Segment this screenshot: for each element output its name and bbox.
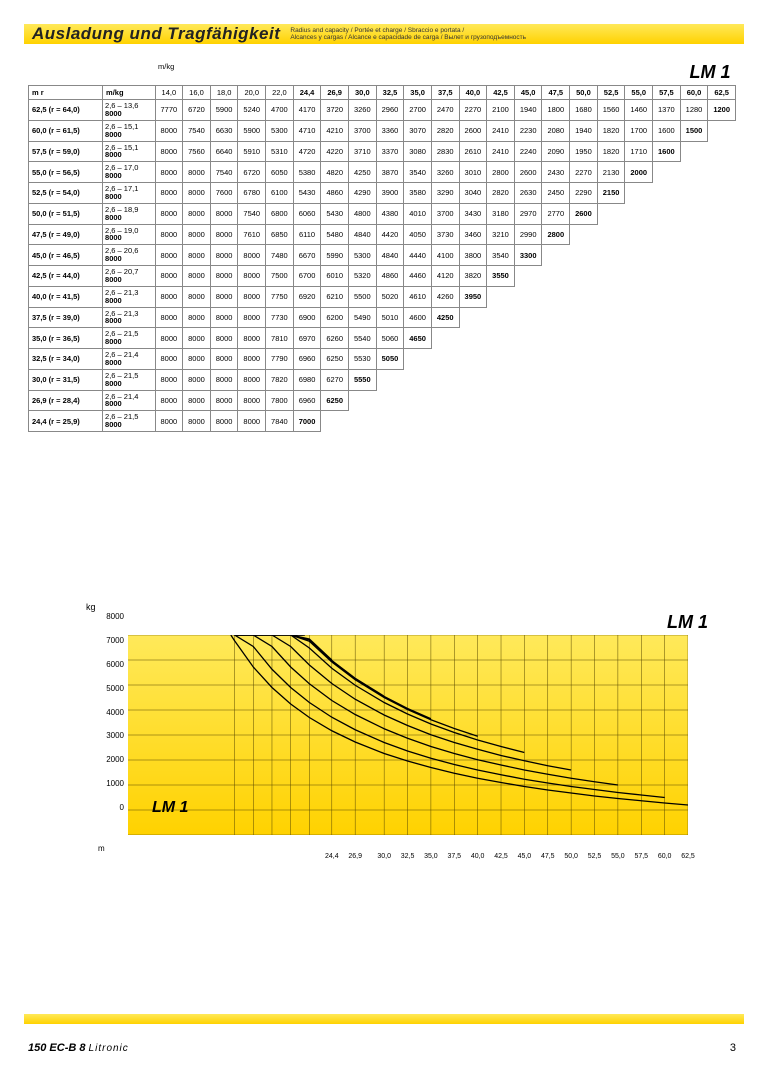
- page-subtitle: Radius and capacity / Portée et charge /…: [290, 27, 526, 41]
- x-axis-unit: m: [98, 844, 105, 853]
- chart-lm1-label: LM 1: [128, 612, 708, 633]
- page-title: Ausladung und Tragfähigkeit: [32, 24, 280, 44]
- brand-label: Litronic: [89, 1043, 129, 1054]
- content: m/kg LM 1m rm/kg14,016,018,020,022,024,4…: [28, 60, 736, 432]
- footer: 150 EC-B 8 Litronic 3: [28, 1042, 736, 1054]
- chart-lm1-inside: LM 1: [152, 799, 188, 817]
- footer-bar: [24, 1014, 744, 1024]
- chart-area: LM 1 kg 80007000600050004000300020001000…: [128, 612, 708, 835]
- y-ticks: 800070006000500040003000200010000: [98, 612, 124, 812]
- footer-left: 150 EC-B 8 Litronic: [28, 1042, 129, 1054]
- capacity-table: m/kg LM 1m rm/kg14,016,018,020,022,024,4…: [28, 60, 736, 432]
- y-axis-unit: kg: [86, 602, 96, 612]
- chart-canvas: LM 1: [128, 635, 688, 835]
- page-number: 3: [730, 1042, 736, 1054]
- model-label: 150 EC-B 8: [28, 1042, 85, 1054]
- header-bar: Ausladung und Tragfähigkeit Radius and c…: [24, 24, 744, 44]
